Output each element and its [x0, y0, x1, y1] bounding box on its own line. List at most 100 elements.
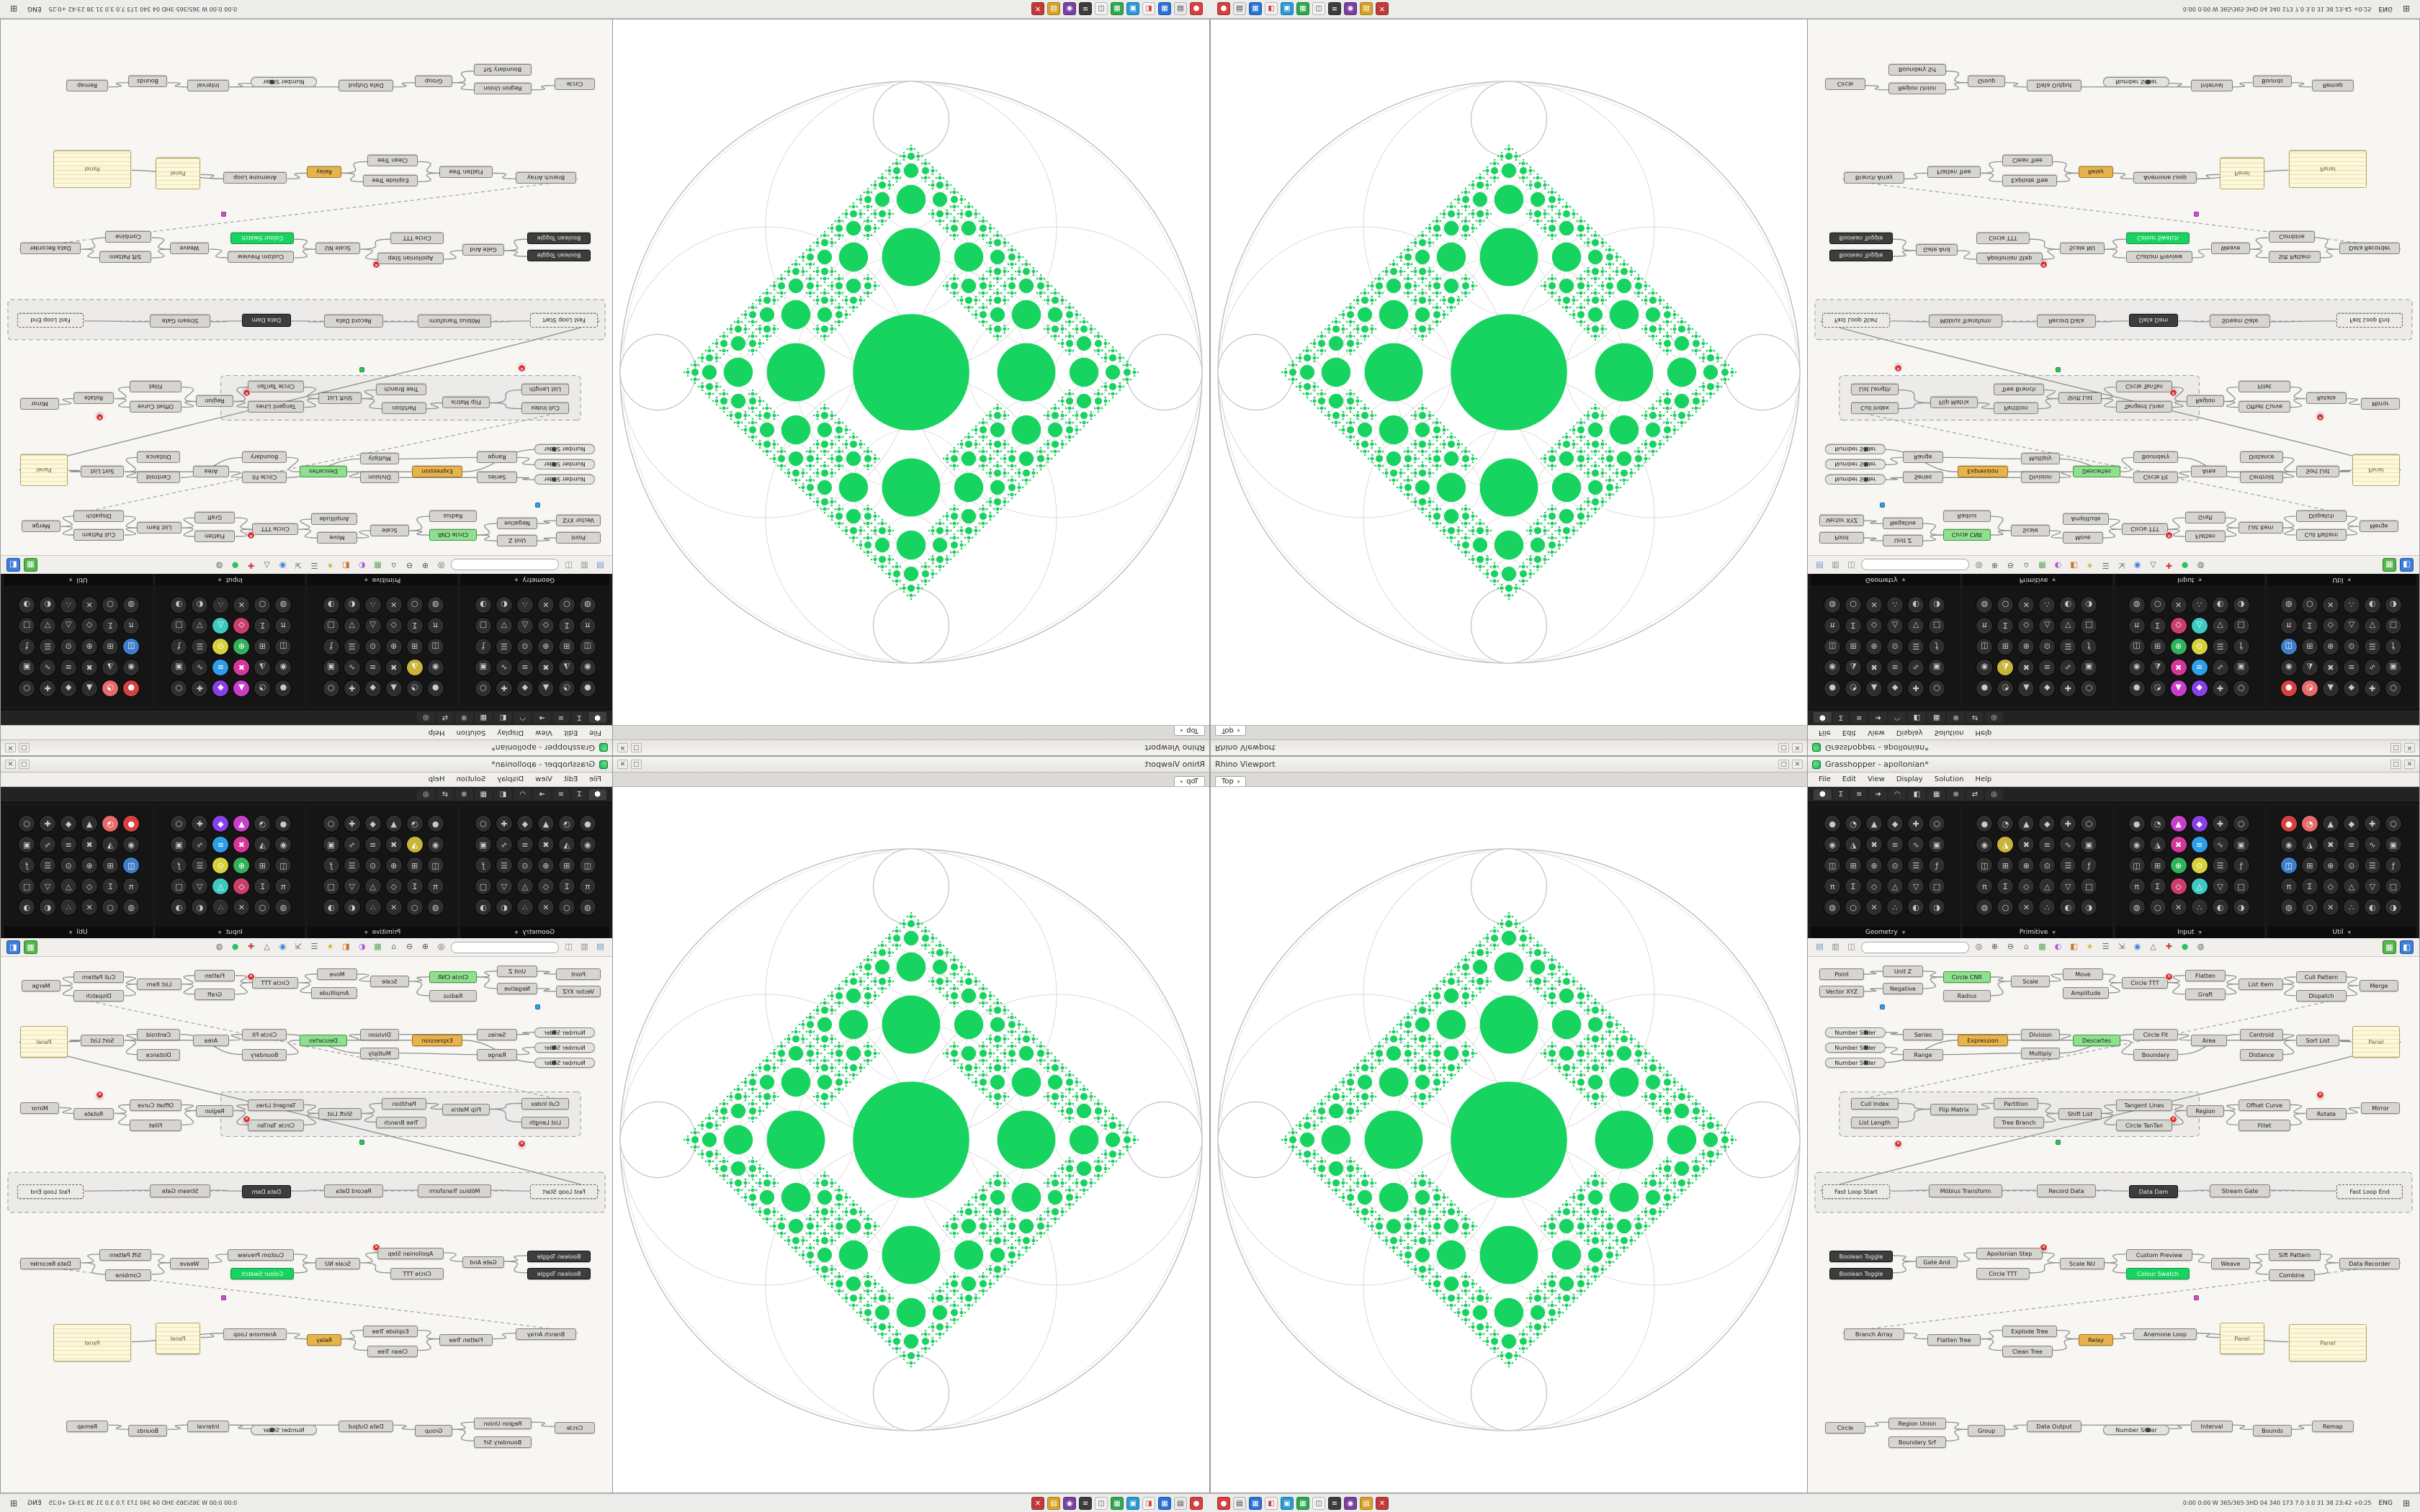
- gh-node[interactable]: Scale: [370, 976, 409, 987]
- gh-node[interactable]: Apollonian Step: [1976, 1248, 2043, 1259]
- gh-node[interactable]: Fast Loop Start: [530, 313, 598, 328]
- component-icon[interactable]: ◮: [557, 836, 575, 853]
- component-icon[interactable]: ◆: [364, 680, 382, 697]
- component-icon[interactable]: ∿: [1907, 836, 1925, 853]
- gh-node[interactable]: Circle TanTan: [2116, 1120, 2172, 1131]
- component-icon[interactable]: ◇: [2169, 617, 2187, 634]
- gh-node[interactable]: Branch Array: [516, 172, 576, 184]
- component-icon[interactable]: ◇: [2169, 878, 2187, 895]
- gh-node[interactable]: Explode Tree: [363, 1326, 418, 1337]
- gh-node[interactable]: Amplitude: [2063, 513, 2109, 525]
- component-icon[interactable]: ◐: [2059, 899, 2077, 916]
- component-icon[interactable]: ∴: [212, 899, 230, 916]
- gh-node[interactable]: Flatten Tree: [1927, 1334, 1981, 1346]
- component-icon[interactable]: ◫: [578, 857, 596, 874]
- toolbar-icon[interactable]: ✚: [2165, 942, 2173, 951]
- component-icon[interactable]: ▣: [2384, 836, 2402, 853]
- preview-mode-button[interactable]: ▦: [2383, 940, 2396, 954]
- language-indicator[interactable]: ENG: [2378, 5, 2393, 13]
- gh-node[interactable]: Point: [556, 532, 601, 544]
- component-icon[interactable]: ◆: [60, 815, 78, 832]
- component-icon[interactable]: ⊕: [2321, 638, 2339, 655]
- component-icon[interactable]: ☰: [495, 638, 513, 655]
- toolbar-icon[interactable]: ◉: [279, 942, 287, 951]
- component-icon[interactable]: ⬡: [474, 680, 492, 697]
- palette-tab[interactable]: ⊗: [455, 789, 473, 800]
- component-icon[interactable]: ◮: [2148, 659, 2166, 676]
- component-icon[interactable]: ▣: [322, 659, 340, 676]
- gh-node[interactable]: Boundary Srf: [474, 1436, 532, 1448]
- gh-node[interactable]: Anemone Loop: [223, 172, 287, 184]
- menu-item-help[interactable]: Help: [1975, 775, 1992, 783]
- component-icon[interactable]: Σ: [102, 617, 120, 634]
- gh-node[interactable]: Circle TanTan: [248, 381, 304, 392]
- gh-node[interactable]: Region Union: [474, 83, 532, 94]
- gh-node[interactable]: Move: [2063, 968, 2103, 980]
- component-icon[interactable]: ∿: [495, 659, 513, 676]
- palette-tab[interactable]: Σ: [570, 789, 588, 800]
- component-icon[interactable]: ○: [2300, 899, 2318, 916]
- gh-node[interactable]: Radius: [429, 510, 477, 522]
- taskbar-app-icon[interactable]: ▦: [1296, 2, 1309, 16]
- component-icon[interactable]: ◔: [2300, 815, 2318, 832]
- component-icon[interactable]: ✕: [81, 596, 99, 613]
- component-icon[interactable]: ✖: [1865, 659, 1883, 676]
- component-icon[interactable]: ▣: [2232, 836, 2250, 853]
- gh-node[interactable]: Sift Pattern: [99, 1249, 151, 1261]
- gh-node[interactable]: Region: [2187, 1105, 2224, 1117]
- gh-node[interactable]: Flatten: [194, 531, 235, 542]
- gh-node[interactable]: Circle CNR: [429, 971, 477, 983]
- palette-tab[interactable]: ⊗: [1947, 712, 1965, 723]
- gh-node[interactable]: Flatten: [194, 970, 235, 981]
- gh-node[interactable]: Multiply: [2021, 1048, 2060, 1059]
- component-icon[interactable]: ▣: [1928, 836, 1946, 853]
- menu-item-help[interactable]: Help: [428, 775, 445, 783]
- toolbar-icon[interactable]: ◉: [279, 561, 287, 570]
- toolbar-icon[interactable]: ▤: [1816, 942, 1824, 951]
- gh-node[interactable]: Interval: [187, 80, 229, 91]
- component-icon[interactable]: ✚: [191, 680, 209, 697]
- gh-node[interactable]: Area: [193, 1035, 229, 1046]
- toolbar-icon[interactable]: ⇲: [295, 942, 302, 951]
- gh-node[interactable]: Negative: [497, 518, 537, 529]
- component-icon[interactable]: ⊙: [2190, 857, 2208, 874]
- taskbar-app-icon[interactable]: ▦: [1111, 2, 1124, 16]
- taskbar-app-icon[interactable]: ▦: [1296, 1496, 1309, 1510]
- component-icon[interactable]: ○: [2148, 899, 2166, 916]
- gh-node[interactable]: Clean Tree: [2002, 1346, 2053, 1357]
- component-icon[interactable]: ▽: [2363, 878, 2381, 895]
- component-icon[interactable]: ✚: [1907, 815, 1925, 832]
- component-icon[interactable]: ∴: [364, 899, 382, 916]
- toolbar-icon[interactable]: ▥: [1832, 561, 1839, 570]
- component-icon[interactable]: ◔: [2300, 680, 2318, 697]
- palette-group-label[interactable]: Primitive ▼: [308, 927, 457, 938]
- close-button[interactable]: ✕: [617, 760, 628, 769]
- component-icon[interactable]: ✖: [233, 659, 251, 676]
- taskbar-app-icon[interactable]: ≡: [1328, 1496, 1341, 1510]
- component-icon[interactable]: ∿: [39, 836, 57, 853]
- gh-node[interactable]: Cull Index: [521, 402, 569, 414]
- gh-node[interactable]: Data Recorder: [2339, 1258, 2400, 1269]
- toolbar-icon[interactable]: ▦: [374, 561, 382, 570]
- gh-node[interactable]: Rotate: [2306, 1108, 2347, 1120]
- gh-node[interactable]: Point: [1819, 968, 1864, 980]
- component-icon[interactable]: ✕: [2321, 899, 2339, 916]
- component-icon[interactable]: Σ: [1845, 878, 1863, 895]
- close-button[interactable]: ✕: [5, 760, 16, 769]
- gh-node[interactable]: Remap: [2312, 80, 2354, 91]
- taskbar-app-icon[interactable]: ◫: [1095, 2, 1108, 16]
- gh-node[interactable]: Tree Branch: [376, 384, 426, 395]
- component-icon[interactable]: ◍: [2128, 596, 2146, 613]
- gh-node[interactable]: Series: [1903, 1029, 1943, 1040]
- gh-node[interactable]: Scale: [370, 525, 409, 536]
- component-icon[interactable]: ƒ: [474, 857, 492, 874]
- component-icon[interactable]: ◫: [1824, 857, 1842, 874]
- component-icon[interactable]: ≡: [1886, 659, 1904, 676]
- start-button[interactable]: ⊞: [10, 1498, 18, 1508]
- gh-node[interactable]: Radius: [429, 990, 477, 1002]
- taskbar-app-icon[interactable]: ▤: [1174, 2, 1187, 16]
- component-icon[interactable]: △: [60, 878, 78, 895]
- gh-node[interactable]: Boundary: [2133, 1049, 2178, 1061]
- gh-node[interactable]: Colour Swatch: [230, 233, 294, 244]
- component-icon[interactable]: ◍: [426, 899, 444, 916]
